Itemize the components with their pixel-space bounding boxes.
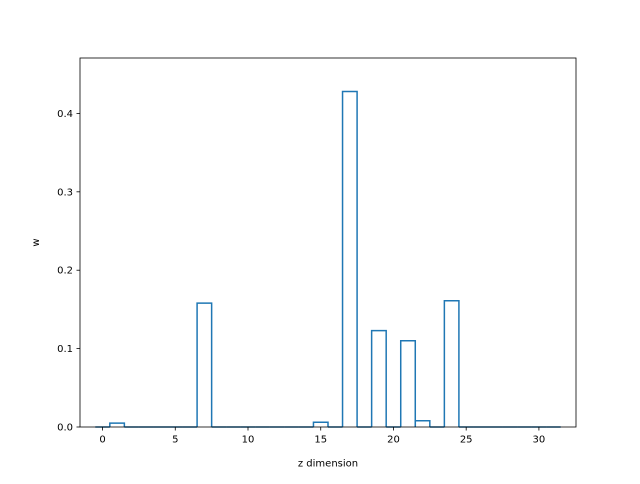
bar-19 <box>370 329 387 427</box>
bar-15 <box>312 421 329 427</box>
x-tick-label: 0 <box>99 435 105 446</box>
y-tick-label: 0.2 <box>57 266 73 277</box>
bar-1 <box>109 422 126 427</box>
y-tick-label: 0.4 <box>57 109 73 120</box>
plot-area <box>95 90 561 428</box>
y-axis-label: w <box>31 238 42 246</box>
bar-17 <box>341 90 358 427</box>
bar-21 <box>399 340 417 427</box>
x-tick-label: 30 <box>533 435 546 446</box>
x-tick-label: 20 <box>387 435 400 446</box>
x-tick-label: 5 <box>172 435 178 446</box>
x-tick-label: 25 <box>460 435 473 446</box>
axes: 0 5 10 15 20 25 30 0.0 0.1 0.2 0.3 0.4 <box>57 57 577 446</box>
x-axis-label: z dimension <box>298 459 358 470</box>
x-tick-label: 15 <box>314 435 327 446</box>
y-tick-label: 0.1 <box>57 344 73 355</box>
axes-frame <box>79 57 577 428</box>
x-tick-label: 10 <box>242 435 255 446</box>
y-tick-label: 0.3 <box>57 187 73 198</box>
y-tick-label: 0.0 <box>57 423 73 434</box>
bar-7 <box>196 302 213 427</box>
bar-22 <box>414 419 431 427</box>
bar-24 <box>443 300 460 427</box>
